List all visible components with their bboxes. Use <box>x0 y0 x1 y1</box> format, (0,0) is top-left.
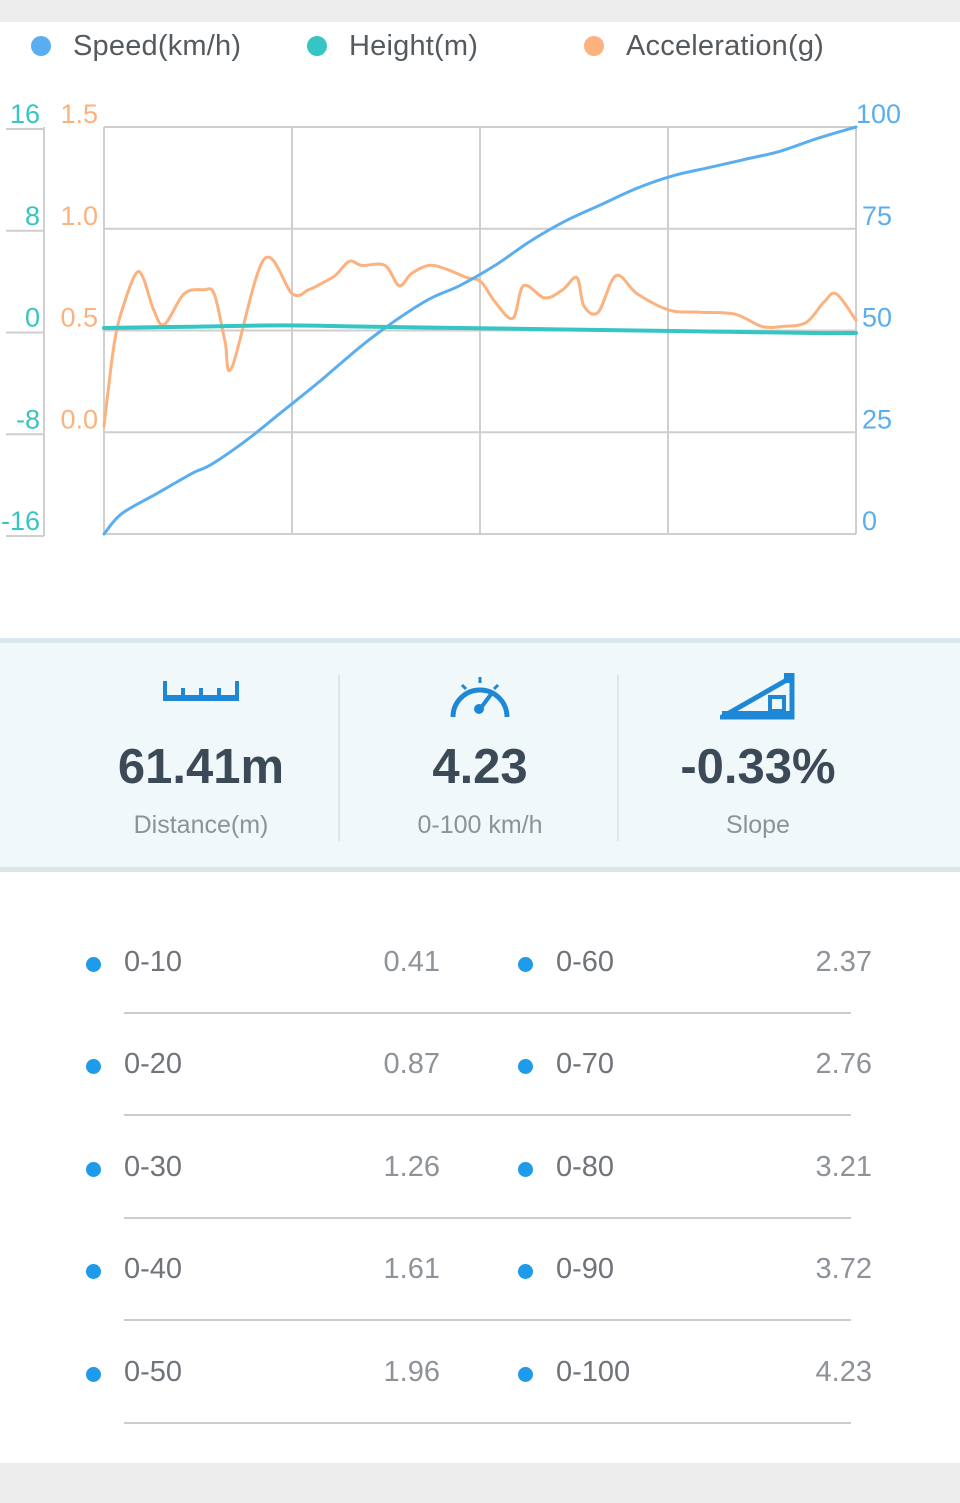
stat-divider <box>338 675 340 841</box>
split-range: 0-90 <box>556 1253 615 1285</box>
chart-legend: Speed(km/h) Height(m) Acceleration(g) <box>0 26 960 66</box>
legend-dot-height <box>307 36 327 56</box>
speed-tick-label: 25 <box>862 404 892 434</box>
chart-series <box>102 125 858 536</box>
acceleration-tick-label: 1.0 <box>60 201 98 231</box>
bullet-icon <box>86 1162 101 1177</box>
split-range: 0-60 <box>556 946 615 978</box>
bullet-icon <box>518 1059 533 1074</box>
slope-label: Slope <box>726 811 790 839</box>
split-time: 3.72 <box>815 1253 872 1285</box>
stat-slope: -0.33% Slope <box>598 643 918 867</box>
split-range: 0-70 <box>556 1048 615 1080</box>
split-range: 0-40 <box>124 1253 183 1285</box>
zero-to-hundred-label: 0-100 km/h <box>417 811 543 839</box>
split-time: 1.26 <box>383 1151 440 1183</box>
speed-tick-label: 75 <box>862 201 892 231</box>
split-range: 0-30 <box>124 1151 183 1183</box>
bullet-icon <box>86 957 101 972</box>
row-divider <box>124 1114 851 1116</box>
split-range: 0-50 <box>124 1356 183 1388</box>
bottom-strip <box>0 1463 960 1503</box>
height-tick-label: 16 <box>10 99 40 129</box>
height-tick-label: -16 <box>1 506 40 536</box>
distance-value: 61.41m <box>117 740 285 794</box>
legend-dot-acceleration <box>584 36 604 56</box>
legend-dot-speed <box>31 36 51 56</box>
split-time: 0.41 <box>383 946 440 978</box>
split-row: 0-10 0.41 0-60 2.37 <box>0 912 960 1014</box>
acceleration-tick-label: 0.5 <box>60 303 98 333</box>
acceleration-tick-label: 1.5 <box>60 99 98 129</box>
bullet-icon <box>86 1059 101 1074</box>
split-time: 2.37 <box>815 946 872 978</box>
row-divider <box>124 1422 851 1424</box>
stat-distance: 61.41m Distance(m) <box>41 643 361 867</box>
speed-tick-label: 50 <box>862 303 892 333</box>
split-time: 2.76 <box>815 1048 872 1080</box>
stat-divider <box>617 675 619 841</box>
split-row: 0-30 1.26 0-80 3.21 <box>0 1117 960 1219</box>
chart-canvas: 16 8 0 -8 -16 1.5 1.0 0.5 0.0 100 75 50 25 0 <box>1 99 901 537</box>
split-time: 1.61 <box>383 1253 440 1285</box>
row-divider <box>124 1319 851 1321</box>
slope-value: -0.33% <box>680 740 836 794</box>
split-row: 0-50 1.96 0-100 4.23 <box>0 1322 960 1424</box>
split-row: 0-20 0.87 0-70 2.76 <box>0 1014 960 1116</box>
row-divider <box>124 1012 851 1014</box>
split-time: 0.87 <box>383 1048 440 1080</box>
row-divider <box>124 1217 851 1219</box>
bullet-icon <box>518 1367 533 1382</box>
bullet-icon <box>518 1264 533 1279</box>
legend-label-speed: Speed(km/h) <box>73 29 242 62</box>
top-status-strip <box>0 0 960 22</box>
chart-axes <box>6 127 45 537</box>
height-tick-label: 0 <box>25 303 40 333</box>
split-time: 4.23 <box>815 1356 872 1388</box>
speed-tick-label: 0 <box>862 506 877 536</box>
distance-label: Distance(m) <box>133 811 269 839</box>
split-range: 0-20 <box>124 1048 183 1080</box>
legend-item-acceleration[interactable]: Acceleration(g) <box>584 26 824 66</box>
bullet-icon <box>518 1162 533 1177</box>
height-series-line <box>102 323 858 336</box>
split-range: 0-10 <box>124 946 183 978</box>
speedometer-icon <box>320 671 640 723</box>
acceleration-chart: 16 8 0 -8 -16 1.5 1.0 0.5 0.0 100 75 50 25 0 <box>0 90 960 560</box>
acceleration-tick-label: 0.0 <box>60 404 98 434</box>
chart-grid <box>103 126 857 535</box>
split-time: 1.96 <box>383 1356 440 1388</box>
chart-ticks: 16 8 0 -8 -16 1.5 1.0 0.5 0.0 100 75 50 25 0 <box>1 99 901 536</box>
legend-label-acceleration: Acceleration(g) <box>626 29 825 62</box>
split-range: 0-80 <box>556 1151 615 1183</box>
ruler-icon <box>41 671 361 723</box>
acceleration-series-line <box>102 255 858 428</box>
speed-series-line <box>102 125 858 536</box>
zero-to-hundred-value: 4.23 <box>432 740 528 794</box>
split-range: 0-100 <box>556 1356 631 1388</box>
height-tick-label: -8 <box>16 404 40 434</box>
legend-item-height[interactable]: Height(m) <box>307 26 478 66</box>
slope-icon <box>598 671 918 723</box>
legend-item-speed[interactable]: Speed(km/h) <box>31 26 241 66</box>
speed-tick-label: 100 <box>856 99 901 129</box>
bullet-icon <box>86 1264 101 1279</box>
split-time: 3.21 <box>815 1151 872 1183</box>
split-row: 0-40 1.61 0-90 3.72 <box>0 1219 960 1321</box>
bullet-icon <box>86 1367 101 1382</box>
stat-zero-to-hundred: 4.23 0-100 km/h <box>320 643 640 867</box>
height-tick-label: 8 <box>25 201 40 231</box>
legend-label-height: Height(m) <box>349 29 479 62</box>
bullet-icon <box>518 957 533 972</box>
stats-panel: 61.41m Distance(m) 4.23 0-100 km/h <box>0 638 960 872</box>
